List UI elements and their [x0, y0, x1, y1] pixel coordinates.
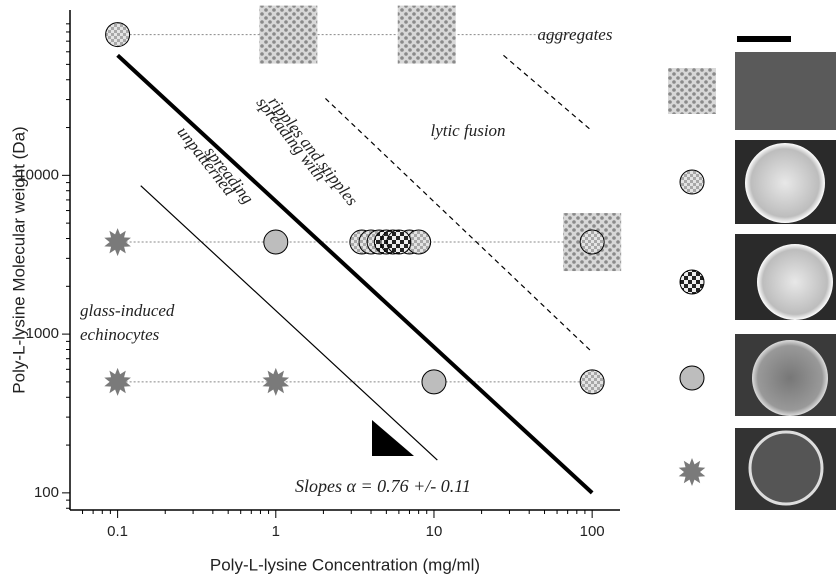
star-marker: [262, 367, 290, 396]
y-tick-label: 1000: [26, 325, 59, 342]
circle-marker: [421, 369, 447, 395]
slope-triangle: [372, 420, 414, 456]
star-marker: [104, 228, 131, 257]
annotation: lytic fusion: [430, 121, 505, 140]
scale-bar: [737, 36, 791, 42]
ripple-marker: [386, 229, 412, 255]
boundary-line: [140, 185, 438, 461]
stipple-marker: [579, 369, 605, 395]
legend-icon: [668, 68, 716, 114]
cell: [745, 143, 825, 223]
star-marker: [104, 367, 131, 396]
plot: 0.1 1 10 100 100 1000 10000 Poly-L-lysine Conce…: [9, 5, 622, 574]
x-axis-label: Poly-L-lysine Concentration (mg/ml): [210, 555, 480, 574]
y-tick-label: 100: [34, 484, 59, 501]
annotation: echinocytes: [80, 325, 160, 344]
boundary-line: [325, 98, 593, 353]
annotation: glass-induced: [80, 301, 175, 320]
stipple-marker: [105, 22, 131, 48]
x-tick-label: 0.1: [107, 523, 128, 540]
circle-marker: [263, 229, 289, 255]
x-tick-label: 100: [580, 523, 605, 540]
y-tick-label: 10000: [17, 166, 59, 183]
x-tick-label: 1: [272, 523, 280, 540]
boundary-line: [116, 53, 594, 495]
stipple-marker: [579, 229, 605, 255]
legend-icon: [679, 269, 705, 295]
legend-icon: [679, 365, 705, 391]
x-tick-label: 10: [426, 523, 443, 540]
annotation: Slopes α = 0.76 +/- 0.11: [295, 476, 471, 496]
cell: [748, 430, 824, 506]
micrograph-panel: [668, 36, 836, 510]
y-axis-label: Poly-L-lysine Molecular weight (Da): [9, 126, 28, 393]
aggregate-marker: [397, 5, 456, 64]
cell: [752, 340, 828, 416]
micrograph: [735, 52, 836, 130]
annotation: aggregates: [538, 25, 613, 44]
annotation: ripples and stipples: [265, 93, 362, 210]
cell: [757, 244, 833, 320]
legend-icon: [678, 458, 706, 486]
boundary-line: [503, 54, 593, 132]
legend-icon: [679, 169, 705, 195]
aggregate-marker: [259, 5, 318, 64]
